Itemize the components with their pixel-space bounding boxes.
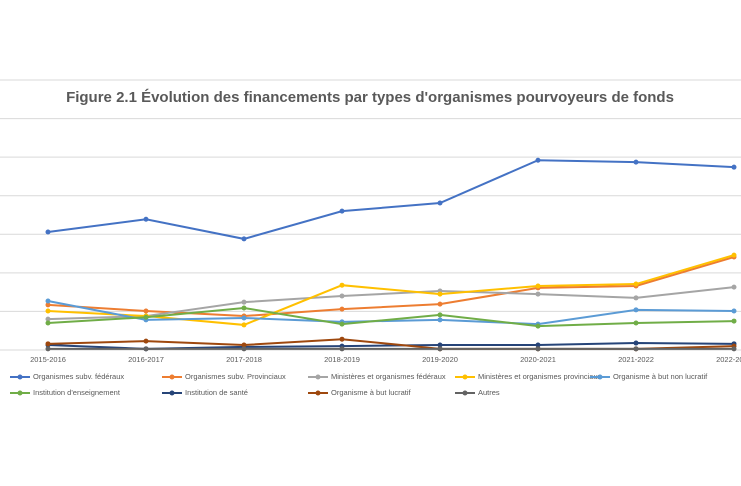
series-line xyxy=(47,254,735,326)
legend-marker xyxy=(17,390,23,396)
legend-label: Organisme à but non lucratif xyxy=(613,372,708,381)
legend-label: Organismes subv. Provinciaux xyxy=(185,372,286,381)
data-point xyxy=(45,346,51,352)
data-point xyxy=(731,318,737,324)
legend-marker xyxy=(597,374,603,380)
series-line xyxy=(47,306,735,328)
data-point xyxy=(437,301,443,307)
legend-label: Organisme à but lucratif xyxy=(331,388,412,397)
data-point xyxy=(241,236,247,242)
legend-label: Autres xyxy=(478,388,500,397)
data-point xyxy=(731,164,737,170)
series-line xyxy=(47,286,735,321)
data-point xyxy=(45,229,51,235)
data-point xyxy=(633,295,639,301)
data-point xyxy=(437,200,443,206)
data-point xyxy=(535,346,541,352)
data-point xyxy=(241,299,247,305)
data-point xyxy=(339,346,345,352)
data-point xyxy=(339,293,345,299)
data-point xyxy=(437,291,443,297)
legend-marker xyxy=(169,390,175,396)
data-point xyxy=(633,320,639,326)
data-point xyxy=(45,341,51,347)
legend-marker xyxy=(315,374,321,380)
data-point xyxy=(535,283,541,289)
data-point xyxy=(535,157,541,163)
x-tick-label: 2022-2023 xyxy=(716,355,741,364)
legend-marker xyxy=(462,390,468,396)
data-point xyxy=(437,342,443,348)
data-point xyxy=(633,159,639,165)
legend-label: Organismes subv. fédéraux xyxy=(33,372,124,381)
data-point xyxy=(241,346,247,352)
data-point xyxy=(633,307,639,313)
legend-marker xyxy=(17,374,23,380)
data-point xyxy=(535,291,541,297)
data-point xyxy=(143,346,149,352)
series-line xyxy=(47,159,735,240)
x-tick-label: 2015-2016 xyxy=(30,355,66,364)
legend-marker xyxy=(169,374,175,380)
data-point xyxy=(241,315,247,321)
data-point xyxy=(633,346,639,352)
x-tick-label: 2020-2021 xyxy=(520,355,556,364)
data-point xyxy=(437,317,443,323)
series-line xyxy=(47,256,735,318)
legend-marker xyxy=(315,390,321,396)
chart-title: Figure 2.1 Évolution des financements pa… xyxy=(66,89,674,106)
legend-label: Ministères et organismes provinciaux xyxy=(478,372,602,381)
data-point xyxy=(45,298,51,304)
data-point xyxy=(633,340,639,346)
x-tick-label: 2016-2017 xyxy=(128,355,164,364)
data-point xyxy=(241,305,247,311)
data-point xyxy=(633,281,639,287)
data-point xyxy=(45,308,51,314)
data-point xyxy=(45,320,51,326)
data-point xyxy=(143,314,149,320)
data-point xyxy=(339,336,345,342)
legend-marker xyxy=(462,374,468,380)
data-point xyxy=(731,308,737,314)
series-line xyxy=(47,300,735,326)
data-point xyxy=(731,284,737,290)
data-point xyxy=(143,216,149,222)
data-point xyxy=(241,342,247,348)
x-tick-label: 2019-2020 xyxy=(422,355,458,364)
data-point xyxy=(45,302,51,308)
data-point xyxy=(45,316,51,322)
data-point xyxy=(143,338,149,344)
data-point xyxy=(241,322,247,328)
data-point xyxy=(437,312,443,318)
data-point xyxy=(339,282,345,288)
data-point xyxy=(535,342,541,348)
legend-label: Ministères et organismes fédéraux xyxy=(331,372,446,381)
legend-label: Institution de santé xyxy=(185,388,248,397)
data-point xyxy=(143,308,149,314)
data-point xyxy=(731,346,737,352)
data-point xyxy=(339,306,345,312)
data-point xyxy=(339,321,345,327)
data-point xyxy=(535,323,541,329)
data-point xyxy=(437,346,443,352)
x-tick-label: 2021-2022 xyxy=(618,355,654,364)
x-tick-label: 2018-2019 xyxy=(324,355,360,364)
x-tick-label: 2017-2018 xyxy=(226,355,262,364)
legend-label: Institution d'enseignement xyxy=(33,388,121,397)
data-point xyxy=(339,208,345,214)
data-point xyxy=(731,252,737,258)
